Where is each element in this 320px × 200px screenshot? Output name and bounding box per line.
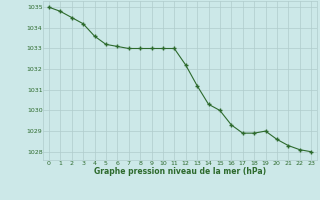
X-axis label: Graphe pression niveau de la mer (hPa): Graphe pression niveau de la mer (hPa) <box>94 167 266 176</box>
